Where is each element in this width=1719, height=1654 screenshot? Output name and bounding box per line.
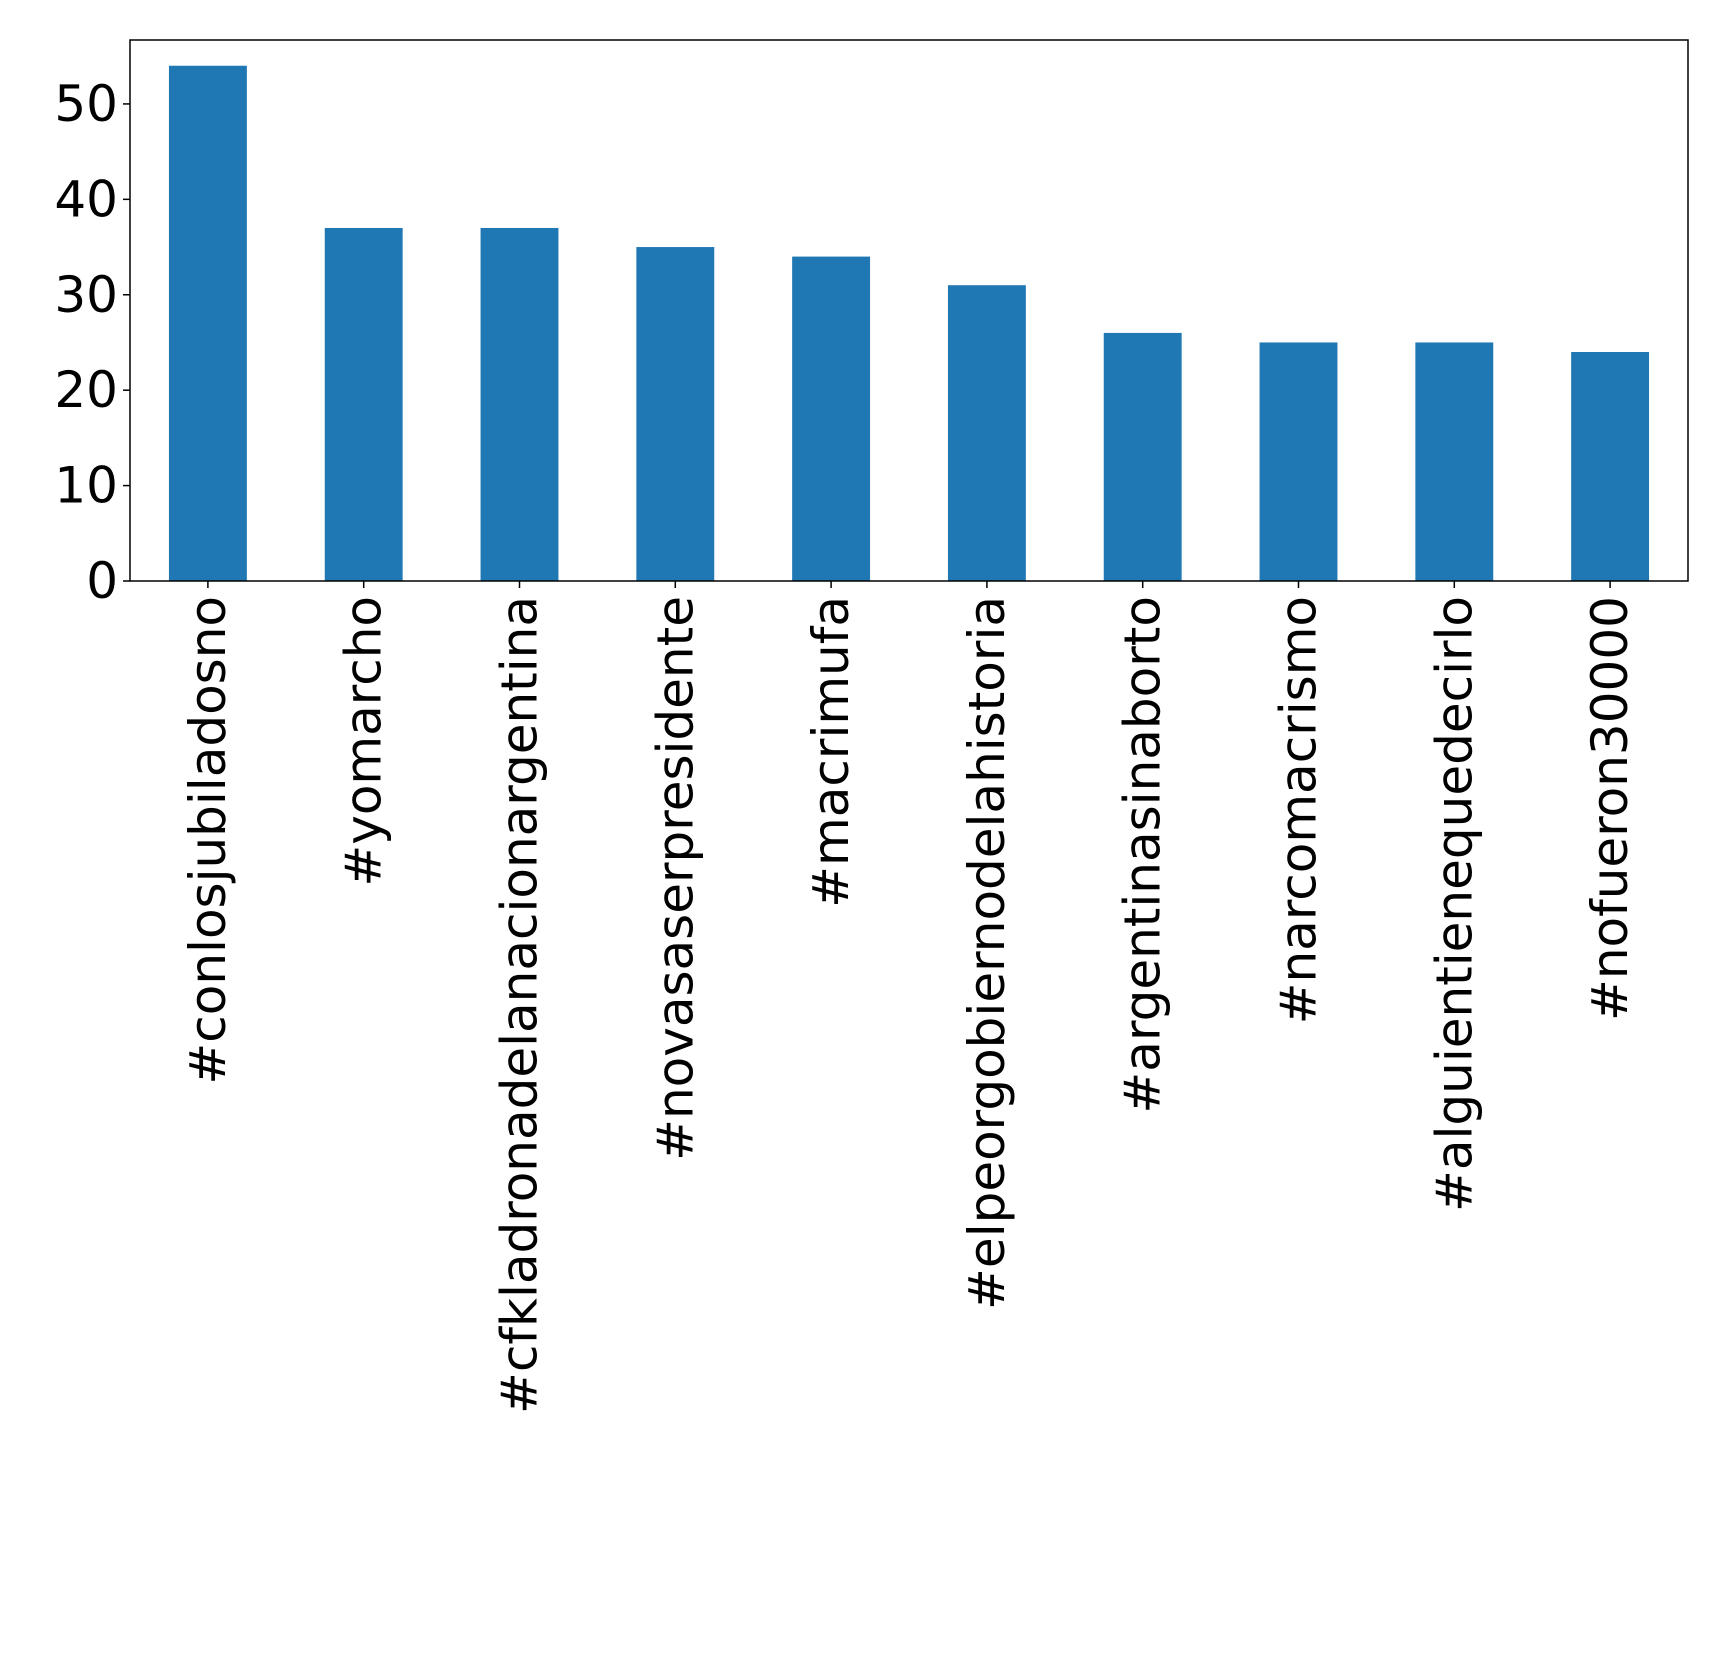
- x-tick-label: #conlosjubiladosno: [179, 596, 237, 1085]
- bar: [168, 65, 247, 581]
- y-tick-label: 20: [54, 361, 118, 419]
- plot-area-frame: [129, 39, 1689, 582]
- bar: [1571, 352, 1650, 581]
- bar: [1103, 332, 1182, 581]
- x-tick-label: #macrimufa: [802, 596, 860, 908]
- bar: [636, 247, 715, 581]
- y-axis-ticks: 0 10 20 30 40 50: [54, 75, 130, 610]
- x-tick-label: #narcomacrismo: [1270, 596, 1328, 1024]
- bar: [1259, 342, 1338, 581]
- y-tick-label: 0: [86, 552, 118, 610]
- x-tick-label: #argentinasinaborto: [1114, 596, 1172, 1114]
- y-tick-label: 10: [54, 457, 118, 515]
- x-axis-ticks: #conlosjubiladosno #yomarcho #cfkladronade…: [179, 581, 1639, 1414]
- bar: [324, 227, 403, 581]
- x-tick-label: #novasaserpresidente: [646, 596, 704, 1161]
- x-tick-label: #cfkladronadelanacionargentina: [491, 596, 549, 1414]
- x-tick-label: #alguientienequedecirlo: [1425, 596, 1483, 1212]
- x-tick-label: #elpeorgobiernodelahistoria: [958, 596, 1016, 1310]
- bar: [792, 256, 871, 581]
- bar: [947, 285, 1026, 581]
- y-tick-label: 30: [54, 266, 118, 324]
- y-tick-label: 40: [54, 170, 118, 228]
- bar: [480, 227, 559, 581]
- x-tick-label: #yomarcho: [335, 596, 393, 887]
- bars-layer: [168, 65, 1650, 581]
- bar: [1415, 342, 1494, 581]
- y-tick-label: 50: [54, 75, 118, 133]
- x-tick-label: #nofueron30000: [1581, 596, 1639, 1021]
